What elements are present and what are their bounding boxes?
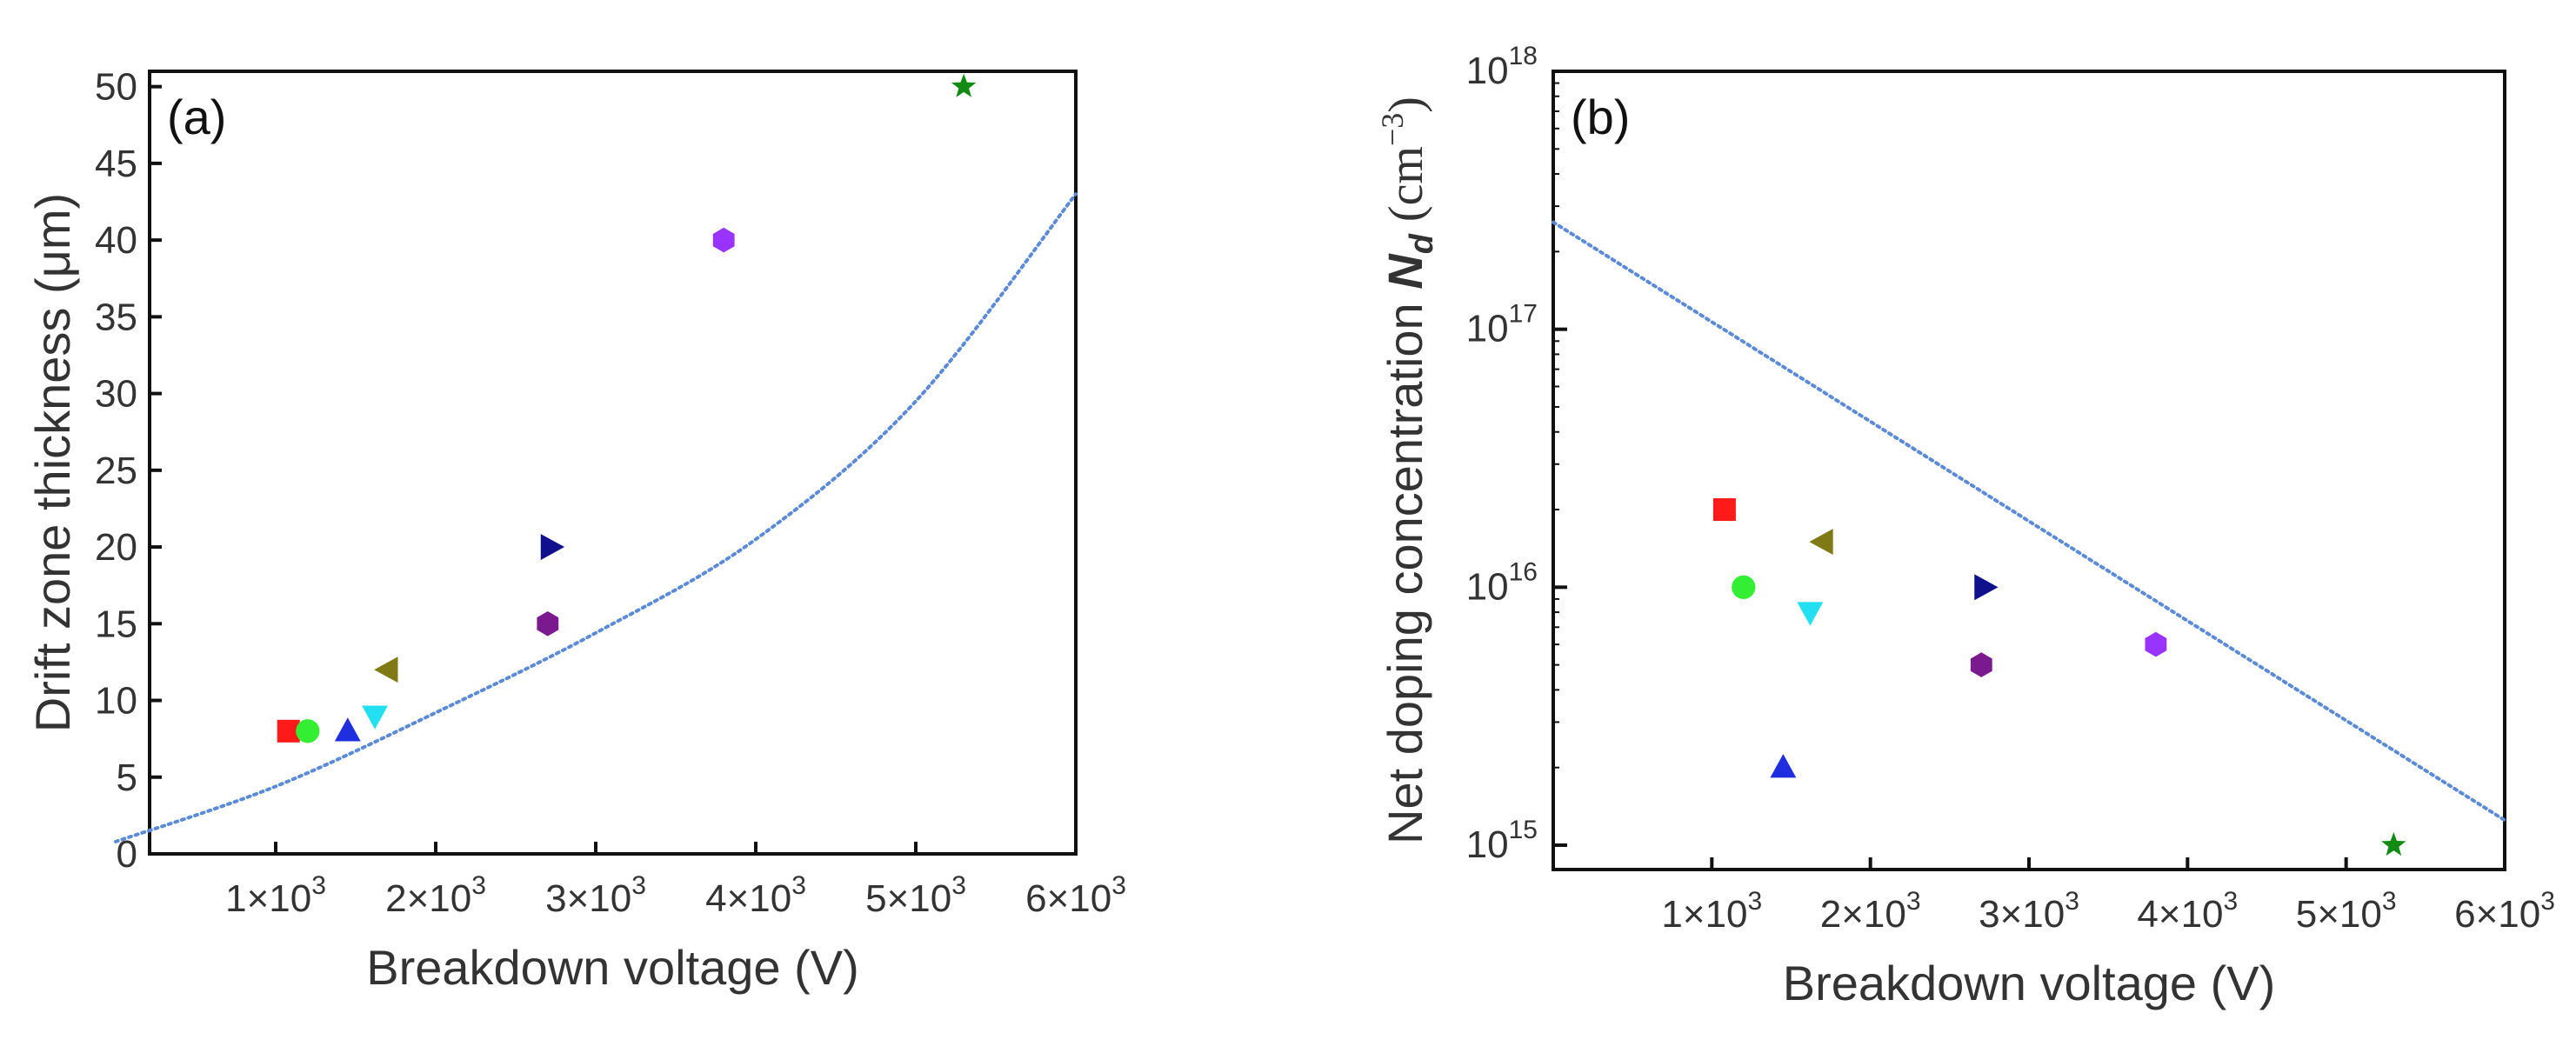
y-tick-label: 0 xyxy=(117,833,137,876)
chart-panel-a: 1×103 2×103 3×103 4×103 5×103 6×103 0 5 10 15 20 25… xyxy=(25,66,1126,995)
x-tick-label: 3×103 xyxy=(545,871,646,920)
y-tick-label: 50 xyxy=(95,66,137,109)
x-tick-label: 5×103 xyxy=(2296,887,2397,936)
panel-label: (b) xyxy=(1571,90,1630,144)
plot-frame xyxy=(148,70,1078,856)
data-point-triangle-right xyxy=(540,534,565,561)
y-tick-label: 1016 xyxy=(1466,557,1538,608)
x-tick-label: 2×103 xyxy=(1820,887,1921,936)
data-point-triangle-right xyxy=(1974,574,1999,601)
y-tick-label: 1017 xyxy=(1466,300,1538,350)
y-tick-label: 45 xyxy=(95,143,137,185)
y-tick-label: 20 xyxy=(95,526,137,569)
data-point-square xyxy=(1712,498,1736,522)
data-point-triangle-up xyxy=(1770,754,1797,778)
x-axis-title: Breakdown voltage (V) xyxy=(1783,956,2276,1010)
y-axis-title: Net doping concentration Nd (cm−3) xyxy=(1375,97,1440,844)
x-tick-label: 6×103 xyxy=(1025,871,1126,920)
x-tick-label: 1×103 xyxy=(225,871,326,920)
data-point-triangle-left xyxy=(374,656,398,683)
x-tick-label: 6×103 xyxy=(2454,887,2555,936)
y-tick-label: 1015 xyxy=(1466,816,1538,866)
x-tick-label: 4×103 xyxy=(2137,887,2238,936)
data-point-hexagon xyxy=(2145,631,2167,657)
fit-curve-line xyxy=(1552,220,2506,823)
data-point-hexagon xyxy=(537,611,559,636)
data-point-triangle-left xyxy=(1809,529,1833,556)
fit-curve-line xyxy=(114,192,1078,843)
y-tick-label: 10 xyxy=(95,680,137,723)
panel-label: (a) xyxy=(167,90,226,144)
data-point-hexagon xyxy=(1970,652,1992,677)
data-point-circle xyxy=(296,719,320,743)
data-point-star xyxy=(2381,832,2406,856)
plot-frame xyxy=(1552,70,2506,871)
data-point-triangle-up xyxy=(334,717,361,742)
y-tick-label: 25 xyxy=(95,450,137,492)
y-tick-label: 35 xyxy=(95,296,137,338)
y-tick-label: 40 xyxy=(95,219,137,262)
y-tick-label: 15 xyxy=(95,603,137,645)
y-tick-label: 5 xyxy=(117,756,137,799)
x-tick-label: 1×103 xyxy=(1661,887,1762,936)
data-point-circle xyxy=(1732,575,1756,599)
data-point-triangle-down xyxy=(1797,602,1824,626)
y-tick-label: 30 xyxy=(95,373,137,416)
x-tick-label: 3×103 xyxy=(1979,887,2079,936)
data-point-star xyxy=(951,73,977,97)
x-tick-label: 5×103 xyxy=(865,871,966,920)
data-point-triangle-down xyxy=(362,705,389,730)
data-point-hexagon xyxy=(712,227,735,253)
y-axis-title: Drift zone thickness (μm) xyxy=(25,193,80,732)
x-tick-label: 2×103 xyxy=(385,871,486,920)
x-tick-label: 4×103 xyxy=(705,871,806,920)
y-tick-label: 1018 xyxy=(1466,42,1538,92)
x-axis-title: Breakdown voltage (V) xyxy=(366,940,859,995)
chart-panel-b: 1×103 2×103 3×103 4×103 5×103 6×103 1015 1016 10… xyxy=(1375,42,2555,1010)
